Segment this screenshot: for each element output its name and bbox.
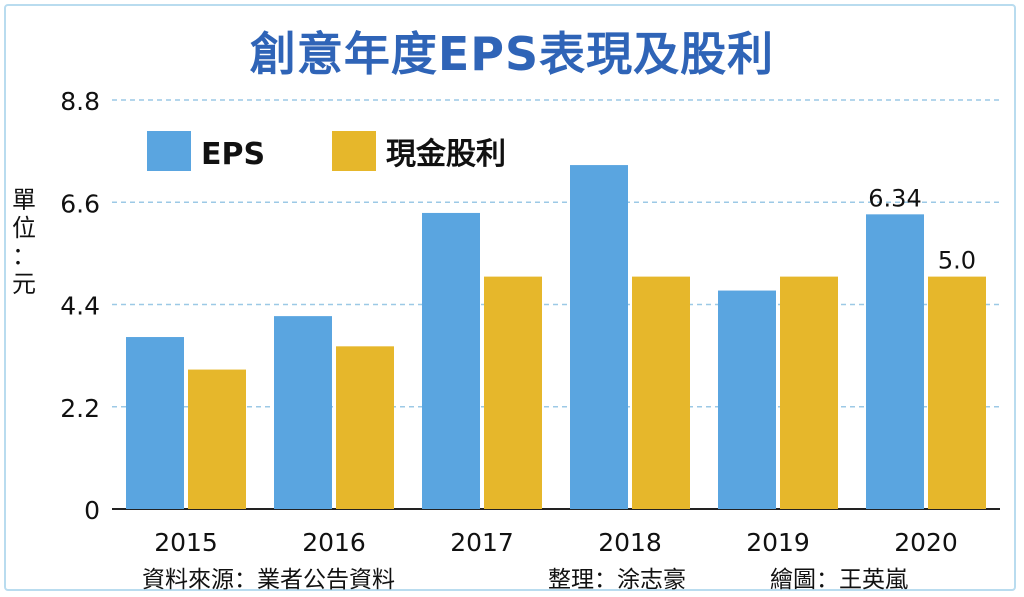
- unit-char: 位: [12, 214, 36, 242]
- bar: [632, 276, 690, 509]
- x-tick-label: 2018: [598, 528, 662, 557]
- bar: [422, 212, 480, 510]
- legend-swatch: [332, 131, 376, 171]
- x-tick-label: 2019: [746, 528, 810, 557]
- legend: EPS 現金股利: [147, 131, 506, 172]
- labels-layer: 0 2.2 4.4 6.6 8.8 2015 2016 2017 2018 2019 2020 6.3…: [60, 87, 976, 557]
- x-tick-label: 2017: [450, 528, 514, 557]
- x-tick-label: 2016: [302, 528, 366, 557]
- bars-layer: [126, 165, 986, 510]
- y-tick-label: 6.6: [60, 189, 100, 218]
- y-tick-label: 8.8: [60, 87, 100, 116]
- footer-source: 資料來源：業者公告資料: [142, 567, 395, 593]
- y-tick-label: 0: [84, 496, 100, 525]
- chart-frame: [4, 4, 1016, 591]
- data-label: 6.34: [868, 184, 921, 212]
- unit-char: 元: [12, 270, 36, 298]
- unit-label: 單 位 ： 元: [10, 186, 38, 298]
- bar: [780, 276, 838, 509]
- bar: [484, 276, 542, 509]
- bar: [866, 214, 924, 509]
- bar: [570, 165, 628, 509]
- bar: [928, 276, 986, 509]
- grid-layer: [112, 99, 1000, 510]
- bar: [336, 346, 394, 509]
- x-tick-label: 2015: [154, 528, 218, 557]
- y-tick-label: 4.4: [60, 292, 100, 321]
- bar: [274, 316, 332, 509]
- x-tick-label: 2020: [894, 528, 958, 557]
- legend-label: 現金股利: [386, 137, 506, 172]
- chart-title: 創意年度EPS表現及股利: [249, 27, 775, 81]
- bar: [126, 337, 184, 509]
- bar: [718, 290, 776, 509]
- legend-label: EPS: [201, 137, 265, 172]
- legend-swatch: [147, 131, 191, 171]
- footer-editor: 整理：涂志豪: [548, 567, 686, 593]
- bar: [188, 369, 246, 509]
- y-tick-label: 2.2: [60, 394, 100, 423]
- unit-char: ：: [12, 242, 36, 270]
- footer-illustrator: 繪圖：王英嵐: [770, 567, 908, 593]
- unit-char: 單: [12, 186, 36, 214]
- data-label: 5.0: [938, 247, 976, 275]
